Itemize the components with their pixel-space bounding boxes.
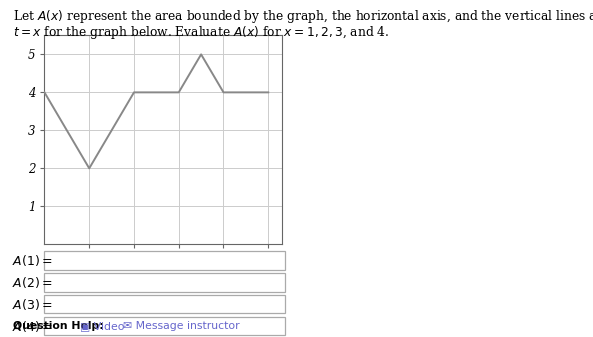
Text: Let $A(x)$ represent the area bounded by the graph, the horizontal axis, and the: Let $A(x)$ represent the area bounded by… [13, 8, 593, 25]
Text: $t = x$ for the graph below. Evaluate $A(x)$ for $x = 1, 2, 3$, and 4.: $t = x$ for the graph below. Evaluate $A… [13, 24, 390, 40]
Text: $\mathit{A(3)}=$: $\mathit{A(3)}=$ [12, 297, 52, 312]
Text: $\mathit{A(1)}=$: $\mathit{A(1)}=$ [12, 253, 52, 268]
Text: $\mathit{A(2)}=$: $\mathit{A(2)}=$ [12, 275, 52, 290]
Text: $\mathit{A(4)}=$: $\mathit{A(4)}=$ [12, 318, 52, 334]
Text: ▣ Video: ▣ Video [80, 321, 125, 331]
Text: ✉ Message instructor: ✉ Message instructor [123, 321, 240, 331]
Text: Question Help:: Question Help: [13, 321, 104, 331]
Text: 🔍: 🔍 [270, 255, 276, 265]
